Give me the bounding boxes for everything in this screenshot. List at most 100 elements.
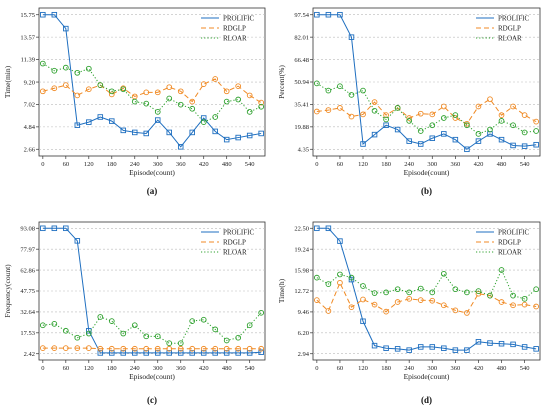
data-point-rdglp: [325, 107, 332, 113]
x-tick-label: 180: [381, 161, 391, 168]
data-point-rloar: [325, 281, 332, 287]
data-point-rloar: [85, 65, 92, 72]
data-point-prolific: [258, 349, 264, 355]
x-tick-label: 240: [404, 365, 414, 372]
data-point-rloar: [313, 274, 320, 281]
x-tick-label: 60: [63, 161, 70, 168]
y-axis-label: Time(h): [277, 278, 286, 303]
data-point-rdglp: [74, 345, 81, 351]
data-point-rloar: [440, 115, 447, 121]
data-point-rdglp: [85, 86, 92, 93]
data-point-rdglp: [417, 110, 424, 117]
x-tick-label: 120: [358, 161, 368, 168]
data-point-rloar: [39, 322, 46, 329]
legend-label: RLOAR: [498, 34, 522, 42]
x-tick-label: 540: [245, 161, 255, 168]
data-point-rloar: [97, 82, 104, 88]
data-point-rdglp: [120, 345, 127, 352]
data-point-rloar: [189, 318, 196, 324]
data-point-rloar: [498, 267, 505, 273]
data-point-rloar: [371, 107, 378, 114]
data-point-rloar: [108, 88, 115, 95]
data-point-prolific: [246, 132, 253, 139]
data-point-prolific: [360, 141, 366, 147]
data-point-prolific: [325, 11, 332, 18]
y-tick-label: 47.75: [20, 288, 35, 295]
data-point-rdglp: [440, 103, 447, 110]
legend-label: PROLIFIC: [223, 228, 254, 236]
series-line-rdglp: [42, 78, 262, 104]
data-point-prolific: [212, 350, 218, 356]
data-point-rdglp: [510, 302, 516, 309]
data-point-prolific: [510, 341, 516, 348]
data-point-rdglp: [510, 103, 516, 110]
data-point-rloar: [62, 327, 69, 334]
y-tick-label: 93.08: [20, 225, 35, 232]
data-point-rloar: [143, 100, 150, 107]
data-point-prolific: [143, 350, 150, 356]
data-point-rdglp: [406, 295, 413, 302]
x-tick-label: 180: [107, 365, 117, 372]
data-point-prolific: [510, 142, 516, 149]
data-point-rloar: [417, 285, 424, 292]
data-point-rloar: [394, 286, 401, 293]
series-line-rdglp: [42, 347, 262, 350]
data-point-rdglp: [498, 299, 505, 305]
data-point-rdglp: [429, 297, 436, 304]
y-tick-label: 4.35: [298, 146, 309, 153]
data-point-rdglp: [533, 303, 540, 310]
data-point-rloar: [166, 340, 173, 347]
data-point-rdglp: [166, 84, 173, 91]
data-point-prolific: [441, 131, 447, 137]
data-point-prolific: [51, 11, 58, 18]
y-tick-label: 9.46: [298, 309, 310, 316]
x-tick-label: 0: [41, 161, 44, 168]
data-point-prolific: [200, 350, 207, 356]
data-point-prolific: [40, 225, 46, 232]
chart-panel-4: 2.94 6.20 9.46 12.72 15.98 19.24 22.50 0 60 120 18…: [277, 221, 541, 405]
data-point-rloar: [348, 274, 355, 281]
data-point-prolific: [132, 129, 138, 136]
legend-label: PROLIFIC: [498, 228, 529, 236]
x-tick-label: 240: [130, 161, 140, 168]
data-point-rloar: [406, 118, 413, 124]
data-point-rdglp: [417, 297, 424, 303]
data-point-rloar: [246, 109, 253, 115]
data-point-prolific: [258, 130, 264, 137]
y-tick-label: 19.88: [294, 124, 309, 131]
data-point-rdglp: [85, 345, 92, 351]
data-point-prolific: [51, 225, 58, 232]
data-point-rloar: [487, 126, 493, 133]
panel-label: (c): [147, 395, 157, 405]
data-point-prolific: [40, 11, 46, 18]
legend-label: RDGLP: [223, 24, 246, 32]
data-point-rdglp: [313, 297, 320, 303]
data-point-rdglp: [371, 99, 378, 105]
data-point-prolific: [235, 350, 241, 356]
data-point-rloar: [325, 87, 332, 94]
y-tick-label: 11.39: [21, 57, 35, 64]
data-point-rdglp: [258, 345, 265, 352]
x-tick-label: 300: [427, 365, 437, 372]
data-point-rdglp: [223, 88, 230, 95]
data-point-prolific: [74, 238, 81, 244]
data-point-rdglp: [452, 115, 459, 121]
data-point-rdglp: [51, 345, 58, 351]
data-point-prolific: [452, 347, 459, 353]
data-point-prolific: [406, 347, 412, 353]
data-point-rloar: [475, 131, 482, 137]
data-point-rdglp: [371, 301, 378, 308]
x-tick-label: 540: [520, 365, 530, 372]
data-point-rloar: [510, 292, 516, 299]
data-point-prolific: [97, 350, 104, 356]
legend-label: PROLIFIC: [223, 14, 254, 22]
data-point-prolific: [166, 129, 172, 136]
data-point-rloar: [212, 326, 219, 333]
x-tick-label: 360: [450, 161, 460, 168]
y-tick-label: 66.48: [294, 57, 309, 64]
x-tick-label: 0: [41, 365, 44, 372]
data-point-prolific: [223, 350, 230, 356]
data-point-rdglp: [487, 96, 493, 103]
data-point-prolific: [348, 34, 355, 40]
data-point-rdglp: [258, 99, 265, 106]
